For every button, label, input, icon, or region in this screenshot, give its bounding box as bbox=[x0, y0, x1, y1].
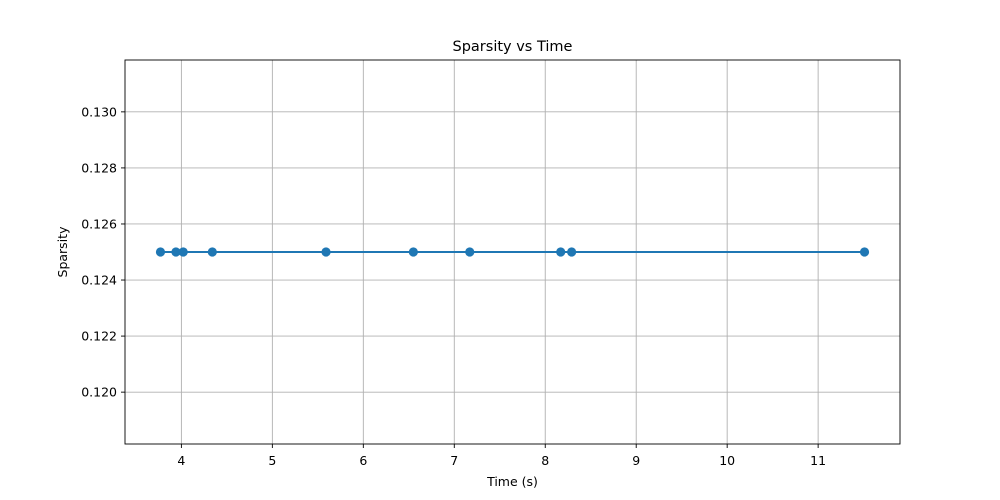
data-point bbox=[556, 247, 566, 257]
y-axis-ticks: 0.120 0.122 0.124 0.126 0.128 0.130 bbox=[81, 104, 125, 400]
data-point bbox=[207, 247, 217, 257]
data-point bbox=[859, 247, 870, 257]
x-tick-label: 4 bbox=[177, 453, 185, 468]
series-layer bbox=[155, 247, 870, 257]
data-point bbox=[321, 247, 331, 257]
y-tick-label: 0.124 bbox=[81, 273, 117, 288]
y-tick-label: 0.126 bbox=[81, 216, 117, 231]
y-tick-label: 0.128 bbox=[81, 160, 117, 175]
x-tick-label: 10 bbox=[719, 453, 735, 468]
y-tick-label: 0.122 bbox=[81, 329, 117, 344]
x-axis-label: Time (s) bbox=[486, 474, 538, 489]
plot-frame bbox=[124, 59, 901, 445]
x-tick-label: 8 bbox=[541, 453, 549, 468]
data-point bbox=[567, 247, 577, 257]
chart-title: Sparsity vs Time bbox=[453, 39, 573, 55]
x-tick-label: 9 bbox=[632, 453, 640, 468]
x-tick-label: 11 bbox=[810, 453, 826, 468]
data-point bbox=[171, 247, 181, 257]
y-tick-label: 0.120 bbox=[81, 385, 117, 400]
data-point bbox=[178, 247, 188, 257]
x-tick-label: 7 bbox=[450, 453, 458, 468]
data-point bbox=[155, 247, 166, 257]
x-tick-label: 6 bbox=[359, 453, 367, 468]
data-point bbox=[465, 247, 475, 257]
y-axis-label: Sparsity bbox=[55, 226, 70, 278]
x-axis-ticks: 4 5 6 7 8 9 10 11 bbox=[177, 444, 826, 468]
y-tick-label: 0.130 bbox=[81, 104, 117, 119]
x-tick-label: 5 bbox=[268, 453, 276, 468]
data-point bbox=[408, 247, 418, 257]
